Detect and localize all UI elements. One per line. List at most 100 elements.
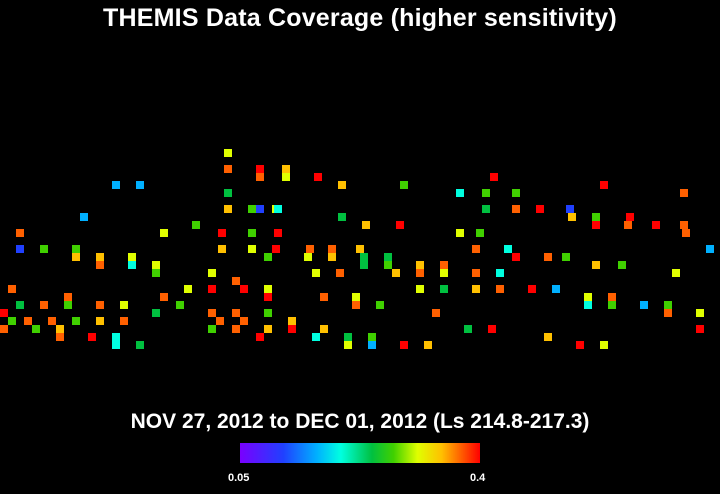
coverage-tile <box>600 341 608 349</box>
coverage-tile <box>112 181 120 189</box>
coverage-tile <box>264 309 272 317</box>
coverage-tile <box>392 269 400 277</box>
coverage-tile <box>80 213 88 221</box>
coverage-tile <box>8 317 16 325</box>
colorbar-max-label: 0.4 <box>470 472 486 484</box>
coverage-tile <box>626 213 634 221</box>
coverage-tile <box>112 333 120 341</box>
coverage-tile <box>288 325 296 333</box>
coverage-tile <box>248 229 256 237</box>
coverage-tile <box>0 325 8 333</box>
coverage-tile <box>482 205 490 213</box>
coverage-tile <box>264 325 272 333</box>
coverage-tile <box>264 285 272 293</box>
coverage-tile <box>274 229 282 237</box>
coverage-tile <box>472 245 480 253</box>
coverage-tile <box>192 221 200 229</box>
coverage-tile <box>96 253 104 261</box>
coverage-tile <box>400 341 408 349</box>
coverage-tile <box>618 261 626 269</box>
coverage-tile <box>490 173 498 181</box>
coverage-tile <box>160 293 168 301</box>
coverage-tile <box>314 173 322 181</box>
coverage-tile <box>416 285 424 293</box>
coverage-tile <box>208 325 216 333</box>
coverage-tile <box>306 245 314 253</box>
coverage-tile <box>464 325 472 333</box>
coverage-tile <box>416 269 424 277</box>
coverage-tile <box>218 245 226 253</box>
coverage-tile <box>528 285 536 293</box>
coverage-marks <box>0 149 714 349</box>
colorbar <box>240 443 480 463</box>
coverage-tile <box>120 317 128 325</box>
coverage-tile <box>338 213 346 221</box>
coverage-tile <box>184 285 192 293</box>
coverage-tile <box>8 285 16 293</box>
coverage-tile <box>432 309 440 317</box>
coverage-tile <box>224 189 232 197</box>
map-title: THEMIS Data Coverage (higher sensitivity… <box>103 4 617 32</box>
coverage-tile <box>232 277 240 285</box>
coverage-tile <box>344 333 352 341</box>
coverage-tile <box>472 285 480 293</box>
coverage-tile <box>312 269 320 277</box>
coverage-tile <box>608 293 616 301</box>
coverage-tile <box>312 333 320 341</box>
coverage-tile <box>496 285 504 293</box>
coverage-tile <box>344 341 352 349</box>
coverage-tile <box>696 309 704 317</box>
coverage-tile <box>482 189 490 197</box>
coverage-tile <box>264 253 272 261</box>
coverage-tile <box>264 293 272 301</box>
coverage-tile <box>224 149 232 157</box>
coverage-tile <box>24 317 32 325</box>
coverage-tile <box>128 261 136 269</box>
coverage-tile <box>232 309 240 317</box>
coverage-tile <box>584 293 592 301</box>
coverage-tile <box>512 253 520 261</box>
coverage-tile <box>320 325 328 333</box>
coverage-tile <box>696 325 704 333</box>
coverage-tile <box>664 309 672 317</box>
coverage-tile <box>544 333 552 341</box>
coverage-tile <box>504 245 512 253</box>
coverage-tile <box>352 293 360 301</box>
coverage-tile <box>304 253 312 261</box>
coverage-tile <box>282 173 290 181</box>
coverage-tile <box>552 285 560 293</box>
coverage-tile <box>64 293 72 301</box>
coverage-tile <box>424 341 432 349</box>
coverage-tile <box>476 229 484 237</box>
coverage-tile <box>368 341 376 349</box>
coverage-tile <box>248 245 256 253</box>
coverage-tile <box>64 301 72 309</box>
coverage-tile <box>128 253 136 261</box>
coverage-tile <box>160 229 168 237</box>
coverage-tile <box>488 325 496 333</box>
coverage-tile <box>224 205 232 213</box>
coverage-tile <box>338 181 346 189</box>
coverage-tile <box>208 269 216 277</box>
coverage-tile <box>248 205 256 213</box>
coverage-tile <box>536 205 544 213</box>
coverage-tile <box>72 253 80 261</box>
coverage-tile <box>136 341 144 349</box>
coverage-tile <box>400 181 408 189</box>
coverage-tile <box>120 301 128 309</box>
coverage-tile <box>456 229 464 237</box>
coverage-tile <box>336 269 344 277</box>
coverage-tile <box>72 317 80 325</box>
coverage-tile <box>240 285 248 293</box>
coverage-tile <box>72 245 80 253</box>
coverage-tile <box>384 261 392 269</box>
coverage-tile <box>356 245 364 253</box>
coverage-tile <box>218 229 226 237</box>
coverage-tile <box>216 317 224 325</box>
coverage-tile <box>40 301 48 309</box>
coverage-tile <box>328 253 336 261</box>
coverage-tile <box>152 261 160 269</box>
coverage-tile <box>96 261 104 269</box>
coverage-tile <box>256 173 264 181</box>
